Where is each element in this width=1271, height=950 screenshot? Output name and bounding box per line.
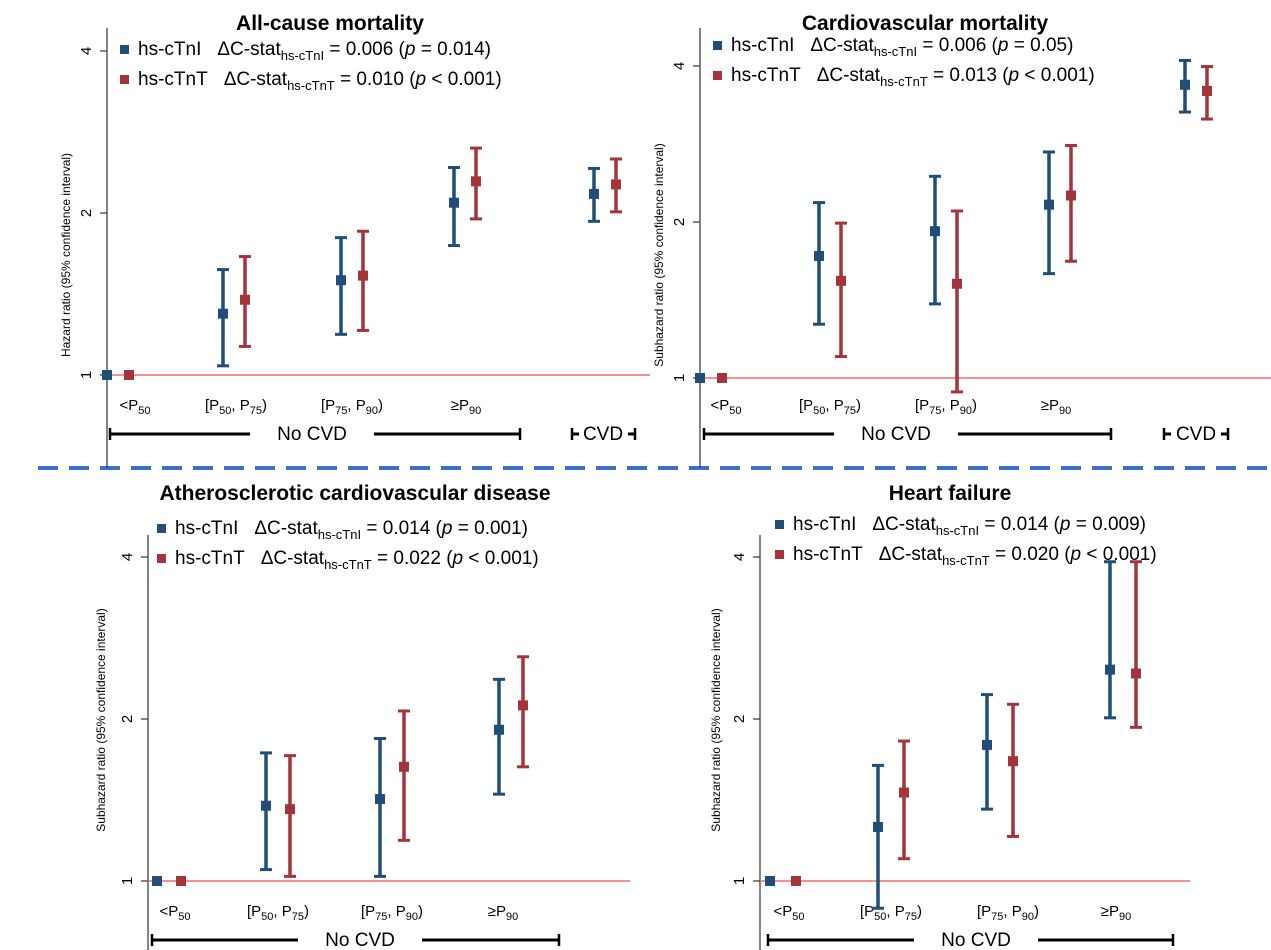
y-tick-label: 1 xyxy=(119,877,136,885)
x-category-label: [P50, P75) xyxy=(860,903,922,923)
point-hs-cTnT xyxy=(1202,85,1212,96)
point-hs-cTnI xyxy=(765,876,775,886)
y-tick-label: 1 xyxy=(78,371,95,379)
group-label: CVD xyxy=(583,424,623,445)
y-axis-label: Hazard ratio (95% confidence interval) xyxy=(59,153,73,357)
x-category-label: [P50, P75) xyxy=(799,397,861,417)
point-hs-cTnT xyxy=(791,876,801,886)
y-tick-label: 4 xyxy=(78,47,95,55)
x-category-label: <P50 xyxy=(710,397,741,417)
legend-entry: hs-cTnI ΔC-staths-cTnI = 0.014 (p = 0.001… xyxy=(175,518,528,542)
x-category-label: <P50 xyxy=(773,903,804,923)
point-hs-cTnT xyxy=(176,876,186,886)
panel-3: Atherosclerotic cardiovascular disease Su… xyxy=(94,482,630,950)
legend-entry: hs-cTnI ΔC-staths-cTnI = 0.006 (p = 0.05) xyxy=(731,35,1073,59)
point-hs-cTnT xyxy=(240,294,250,305)
legend-marker xyxy=(775,520,784,529)
panel-4: Heart failure Subhazard ratio (95% confid… xyxy=(709,482,1190,950)
point-hs-cTnT xyxy=(899,787,909,798)
point-hs-cTnT xyxy=(471,176,481,187)
point-hs-cTnT xyxy=(1131,668,1141,679)
point-hs-cTnI xyxy=(982,739,992,750)
point-hs-cTnI xyxy=(873,821,883,832)
group-label: CVD xyxy=(1176,424,1216,445)
y-axis-label: Subhazard ratio (95% confidence interval… xyxy=(709,608,723,831)
x-category-label: [P75, P90) xyxy=(915,397,977,417)
legend-entry: hs-cTnT ΔC-staths-cTnT = 0.013 (p < 0.001… xyxy=(731,65,1095,89)
point-hs-cTnI xyxy=(1105,664,1115,675)
legend-entry: hs-cTnT ΔC-staths-cTnT = 0.010 (p < 0.001… xyxy=(138,69,502,93)
point-hs-cTnT xyxy=(518,700,528,711)
point-hs-cTnT xyxy=(358,270,368,281)
legend-marker xyxy=(157,524,166,533)
x-category-label: ≥P90 xyxy=(451,397,482,417)
group-label: No CVD xyxy=(941,930,1011,950)
chart-title: Heart failure xyxy=(889,482,1012,505)
y-tick-label: 4 xyxy=(731,553,748,561)
point-hs-cTnT xyxy=(611,179,621,190)
x-category-label: ≥P90 xyxy=(1041,397,1072,417)
point-hs-cTnI xyxy=(102,370,112,380)
x-category-label: <P50 xyxy=(159,903,190,923)
group-label: No CVD xyxy=(861,424,931,445)
point-hs-cTnT xyxy=(124,370,134,380)
x-category-label: [P75, P90) xyxy=(361,903,423,923)
y-tick-label: 1 xyxy=(671,374,688,382)
point-hs-cTnT xyxy=(399,761,409,772)
legend-marker xyxy=(120,75,129,84)
x-category-label: [P50, P75) xyxy=(247,903,309,923)
legend-marker xyxy=(775,550,784,559)
y-tick-label: 1 xyxy=(731,877,748,885)
point-hs-cTnI xyxy=(930,226,940,237)
group-label: No CVD xyxy=(277,424,347,445)
point-hs-cTnI xyxy=(449,197,459,208)
point-hs-cTnI xyxy=(494,724,504,735)
point-hs-cTnI xyxy=(152,876,162,886)
point-hs-cTnT xyxy=(952,278,962,289)
y-tick-label: 4 xyxy=(671,62,688,70)
x-category-label: [P50, P75) xyxy=(205,397,267,417)
legend-marker xyxy=(713,71,722,80)
x-category-label: ≥P90 xyxy=(488,903,519,923)
point-hs-cTnI xyxy=(1044,199,1054,210)
legend-marker xyxy=(120,45,129,54)
y-axis-label: Subhazard ratio (95% confidence interval… xyxy=(94,608,108,831)
point-hs-cTnI xyxy=(1180,79,1190,90)
point-hs-cTnI xyxy=(261,800,271,811)
panel-1: All-cause mortality Hazard ratio (95% con… xyxy=(59,12,650,468)
x-category-label: [P75, P90) xyxy=(977,903,1039,923)
panel-2: Cardiovascular mortality Subhazard ratio … xyxy=(652,12,1271,468)
y-tick-label: 2 xyxy=(671,218,688,226)
point-hs-cTnT xyxy=(1066,190,1076,201)
point-hs-cTnT xyxy=(1008,756,1018,767)
chart-title: Atherosclerotic cardiovascular disease xyxy=(159,482,550,505)
legend-marker xyxy=(713,41,722,50)
chart-title: Cardiovascular mortality xyxy=(802,12,1049,35)
point-hs-cTnI xyxy=(695,373,705,383)
point-hs-cTnI xyxy=(336,275,346,286)
group-label: No CVD xyxy=(325,930,395,950)
legend-entry: hs-cTnT ΔC-staths-cTnT = 0.022 (p < 0.001… xyxy=(175,548,539,572)
y-tick-label: 4 xyxy=(119,553,136,561)
x-category-label: ≥P90 xyxy=(1101,903,1132,923)
legend-entry: hs-cTnT ΔC-staths-cTnT = 0.020 (p < 0.001… xyxy=(793,544,1157,568)
point-hs-cTnI xyxy=(589,188,599,199)
x-category-label: <P50 xyxy=(119,397,150,417)
point-hs-cTnT xyxy=(285,804,295,815)
y-tick-label: 2 xyxy=(78,209,95,217)
legend-entry: hs-cTnI ΔC-staths-cTnI = 0.006 (p = 0.014… xyxy=(138,39,491,63)
chart-title: All-cause mortality xyxy=(236,12,424,35)
point-hs-cTnI xyxy=(814,250,824,261)
x-category-label: [P75, P90) xyxy=(321,397,383,417)
point-hs-cTnT xyxy=(717,373,727,383)
legend-entry: hs-cTnI ΔC-staths-cTnI = 0.014 (p = 0.009… xyxy=(793,514,1146,538)
point-hs-cTnT xyxy=(836,275,846,286)
y-tick-label: 2 xyxy=(731,715,748,723)
point-hs-cTnI xyxy=(375,794,385,805)
y-axis-label: Subhazard ratio (95% confidence interval… xyxy=(652,143,666,366)
point-hs-cTnI xyxy=(218,308,228,319)
legend-marker xyxy=(157,554,166,563)
y-tick-label: 2 xyxy=(119,715,136,723)
